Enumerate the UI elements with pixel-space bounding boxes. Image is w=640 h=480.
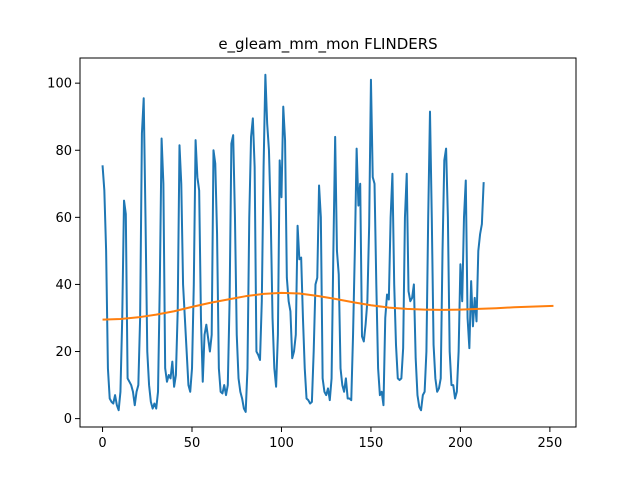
x-axis: 0 50 100 150 200 250 — [98, 427, 562, 451]
y-tick-label: 20 — [55, 345, 72, 360]
axes-frame — [79, 57, 577, 428]
x-tick-label: 50 — [184, 436, 201, 451]
series-line-2 — [102, 291, 554, 321]
x-tick-label: 250 — [537, 436, 562, 451]
y-tick-label: 100 — [47, 77, 72, 92]
y-tick-label: 0 — [64, 412, 72, 427]
x-tick-label: 0 — [98, 436, 106, 451]
y-axis: 0 20 40 60 80 100 — [47, 77, 80, 427]
x-tick-label: 150 — [359, 436, 384, 451]
y-tick-label: 40 — [55, 278, 72, 293]
chart-title: e_gleam_mm_mon FLINDERS — [218, 35, 437, 54]
x-tick-label: 200 — [448, 436, 473, 451]
x-tick-label: 100 — [269, 436, 294, 451]
y-tick-label: 60 — [55, 211, 72, 226]
series-line-1 — [101, 73, 485, 413]
plot-lines — [101, 73, 554, 413]
y-tick-label: 80 — [55, 144, 72, 159]
